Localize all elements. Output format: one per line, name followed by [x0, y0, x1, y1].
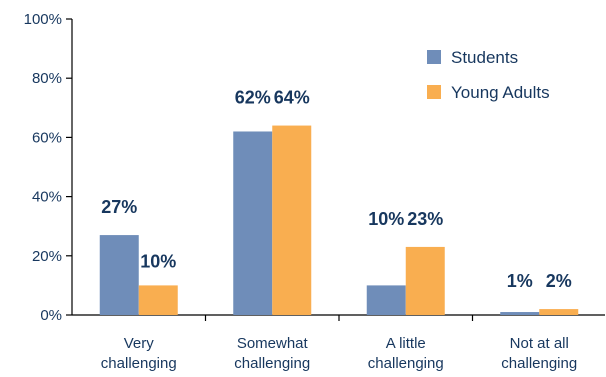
- x-category-label: Not at all challenging: [501, 335, 577, 372]
- bar-students: [99, 235, 139, 315]
- bar-students: [500, 312, 540, 315]
- y-tick-label: 60%: [32, 129, 62, 146]
- data-label: 2%: [546, 271, 572, 291]
- bar-students: [366, 285, 406, 315]
- x-category-label: A little challenging: [368, 335, 444, 372]
- data-label: 62%: [235, 88, 271, 108]
- bar-young-adults: [405, 246, 445, 315]
- legend-swatch: [427, 85, 441, 99]
- bar-young-adults: [272, 125, 312, 315]
- legend-label: Students: [451, 48, 518, 67]
- legend-label: Young Adults: [451, 83, 550, 102]
- y-tick-label: 20%: [32, 248, 62, 265]
- axes: 0% 20% 40% 60% 80% 100% Very challenging Somewha…: [24, 11, 605, 372]
- y-tick-label: 100%: [24, 11, 62, 28]
- data-label: 10%: [140, 251, 176, 271]
- data-label: 23%: [407, 209, 443, 229]
- y-tick-label: 80%: [32, 70, 62, 87]
- data-label: 1%: [507, 271, 533, 291]
- y-tick-label: 0%: [40, 307, 62, 324]
- data-label: 10%: [368, 209, 404, 229]
- x-category-label: Somewhat challenging: [234, 335, 310, 372]
- legend-swatch: [427, 50, 441, 64]
- x-category-label: Very challenging: [101, 335, 177, 372]
- data-label: 27%: [101, 197, 137, 217]
- y-tick-label: 40%: [32, 189, 62, 206]
- bar-students: [233, 131, 273, 315]
- bar-young-adults: [138, 285, 178, 315]
- data-labels: 27% 62% 10% 1% 10% 64% 23% 2%: [101, 88, 572, 292]
- legend: Students Young Adults: [427, 48, 550, 102]
- bar-young-adults: [539, 309, 579, 315]
- data-label: 64%: [274, 88, 310, 108]
- bars: [99, 125, 579, 315]
